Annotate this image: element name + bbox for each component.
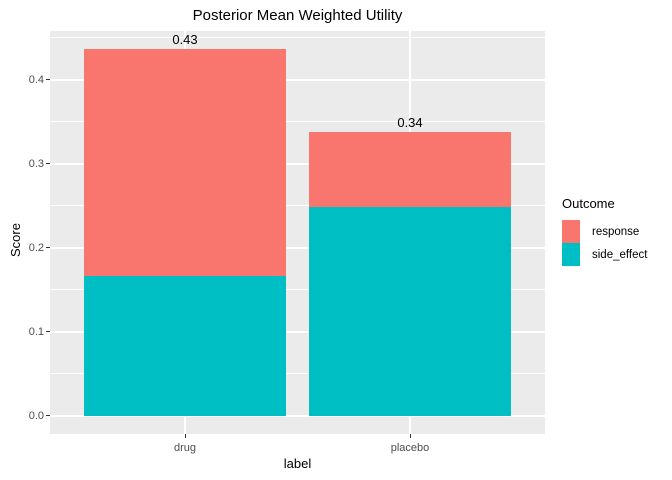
bar-segment-side_effect-drug — [83, 276, 287, 416]
x-axis-title: label — [283, 456, 312, 471]
legend-swatch-side_effect — [562, 243, 580, 266]
legend-key-side_effect: side_effect — [562, 243, 647, 266]
legend-title: Outcome — [562, 196, 615, 211]
y-tick-mark — [46, 331, 50, 333]
legend-key-response: response — [562, 220, 647, 243]
x-tick-mark — [184, 434, 186, 438]
gridline-major — [50, 78, 545, 81]
chart-title: Posterior Mean Weighted Utility — [192, 7, 403, 24]
legend: Outcome response side_effect — [562, 196, 647, 266]
y-tick-mark — [46, 415, 50, 417]
bar-segment-response-placebo — [308, 131, 512, 208]
y-tick-label: 0.2 — [28, 241, 44, 254]
y-tick-mark — [46, 163, 50, 165]
x-tick-label: placebo — [390, 442, 430, 454]
gridline-minor — [50, 37, 545, 39]
gridline-minor — [50, 373, 545, 375]
gridline-major — [50, 162, 545, 165]
legend-label-response: response — [592, 225, 640, 238]
gridline-major — [50, 415, 545, 417]
x-tick-label: drug — [173, 442, 197, 454]
legend-label-side_effect: side_effect — [592, 248, 648, 261]
legend-swatch-response — [562, 220, 580, 243]
gridline-minor — [50, 205, 545, 207]
y-tick-label: 0.1 — [28, 325, 44, 338]
x-tick-mark — [409, 434, 411, 438]
y-tick-label: 0.3 — [28, 157, 44, 170]
bar-segment-response-drug — [83, 49, 287, 277]
gridline-major — [50, 331, 545, 333]
y-tick-mark — [46, 247, 50, 249]
y-tick-label: 0.4 — [28, 73, 44, 86]
gridline-minor — [50, 289, 545, 291]
y-tick-label: 0.0 — [28, 409, 44, 422]
y-tick-mark — [46, 79, 50, 81]
bar-total-label: 0.43 — [172, 32, 198, 48]
gridline-minor — [50, 121, 545, 123]
bar-total-label: 0.34 — [397, 114, 423, 130]
bar-segment-side_effect-placebo — [308, 207, 512, 416]
gridline-major — [50, 247, 545, 249]
plot-panel — [50, 31, 545, 434]
